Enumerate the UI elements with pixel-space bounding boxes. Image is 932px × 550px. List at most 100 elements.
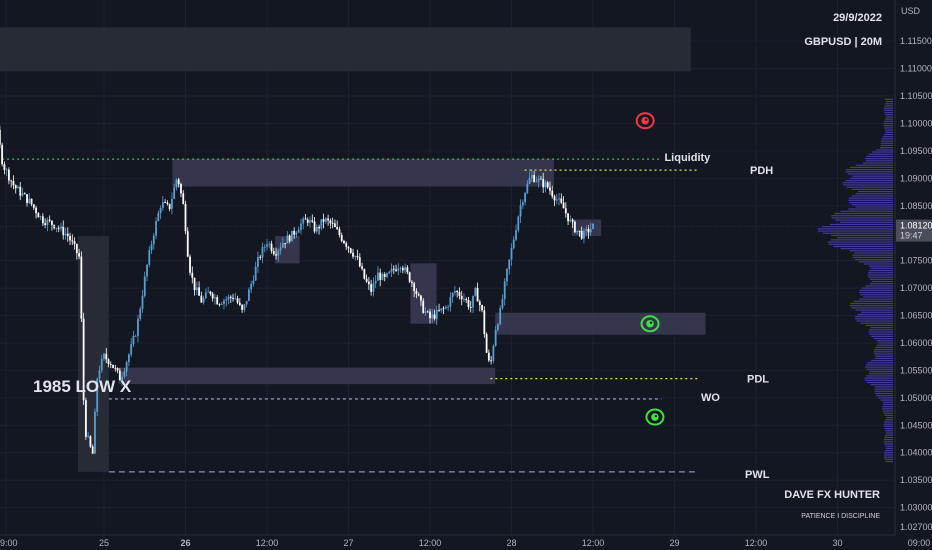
volume-profile-bar — [857, 190, 893, 193]
volume-profile-bar — [851, 307, 893, 309]
candle-down — [365, 278, 368, 282]
candle-up — [506, 268, 508, 282]
candle-down — [361, 266, 363, 269]
volume-profile-bar — [883, 454, 893, 456]
candle-up — [143, 276, 146, 296]
pdh-zone — [172, 159, 554, 187]
candle-up — [175, 179, 178, 188]
candle-down — [118, 370, 121, 381]
candle-up — [535, 181, 538, 183]
volume-profile-bar — [885, 131, 893, 133]
volume-profile-bar — [865, 158, 893, 160]
volume-profile-bar — [882, 408, 893, 410]
candle-up — [297, 229, 300, 233]
price-tick-label: 1.10500 — [900, 91, 932, 101]
volume-profile-bar — [843, 184, 893, 186]
volume-profile-bar — [885, 103, 893, 105]
volume-profile-bar — [822, 232, 893, 234]
candle-down — [458, 292, 461, 296]
candle-down — [580, 231, 583, 239]
volume-profile-bar — [817, 228, 893, 230]
candle-up — [524, 192, 526, 203]
candle-down — [69, 236, 71, 241]
price-tick-label: 1.04000 — [900, 448, 932, 458]
candle-up — [94, 411, 96, 454]
volume-profile-bar — [884, 414, 893, 417]
chart-grid — [0, 0, 920, 536]
volume-profile-bar — [868, 329, 893, 331]
volume-profile-bar — [885, 98, 893, 100]
volume-profile-bar — [881, 138, 893, 140]
candle-down — [481, 305, 483, 311]
candle-up — [585, 229, 588, 231]
volume-profile-bar — [829, 223, 893, 226]
volume-profile-bar — [855, 206, 893, 208]
volume-profile — [817, 98, 893, 463]
candle-down — [564, 208, 567, 214]
time-axis-bg[interactable] — [0, 535, 932, 550]
volume-profile-bar — [861, 311, 893, 313]
candle-down — [306, 219, 309, 223]
pdl-label: PDL — [747, 374, 769, 386]
volume-profile-bar — [865, 366, 893, 368]
candle-down — [12, 180, 15, 186]
candle-up — [517, 216, 520, 231]
candle-up — [123, 371, 126, 377]
candle-up — [388, 271, 391, 274]
candle-down — [57, 227, 60, 229]
liquidity-label: Liquidity — [664, 152, 711, 164]
candle-down — [272, 251, 275, 255]
volume-profile-bar — [883, 401, 893, 403]
volume-profile-bar — [871, 280, 893, 283]
volume-profile-bar — [863, 263, 893, 265]
volume-profile-bar — [866, 155, 893, 158]
price-tick-label: 1.07500 — [900, 256, 932, 266]
candle-up — [281, 242, 284, 248]
candle-up — [315, 226, 318, 232]
candle-up — [515, 230, 517, 240]
volume-profile-bar — [884, 436, 893, 438]
volume-profile-bar — [845, 171, 893, 173]
candle-down — [483, 310, 486, 335]
volume-profile-bar — [858, 291, 893, 294]
volume-profile-bar — [827, 241, 893, 243]
candle-up — [254, 266, 257, 281]
volume-profile-bar — [850, 177, 893, 179]
volume-profile-bar — [855, 164, 893, 166]
candle-up — [537, 178, 540, 182]
volume-profile-bar — [831, 239, 893, 241]
candle-down — [571, 219, 574, 222]
volume-profile-bar — [876, 340, 893, 342]
candle-up — [404, 267, 406, 271]
candle-down — [216, 297, 219, 305]
volume-profile-bar — [873, 338, 893, 340]
marker-layer — [635, 112, 665, 426]
eye-icon-pupil — [651, 413, 659, 421]
price-tick-label: 1.09000 — [900, 173, 932, 183]
candle-up — [472, 295, 474, 308]
volume-profile-bar — [874, 353, 893, 355]
candle-down — [84, 400, 87, 437]
candle-up — [155, 221, 157, 236]
candle-down — [438, 309, 440, 311]
volume-profile-bar — [858, 261, 893, 263]
volume-profile-bar — [856, 320, 893, 322]
candle-up — [474, 287, 477, 296]
volume-profile-bar — [840, 210, 893, 212]
volume-profile-bar — [884, 458, 893, 460]
volume-profile-bar — [882, 406, 893, 408]
candle-up — [17, 186, 19, 189]
price-axis-bg[interactable] — [895, 0, 932, 535]
volume-profile-bar — [875, 346, 893, 348]
candle-up — [220, 303, 223, 305]
candle-down — [345, 243, 348, 247]
candle-up — [159, 208, 162, 214]
volume-profile-bar — [868, 269, 893, 272]
time-tick-label: 27 — [343, 538, 353, 548]
candle-up — [227, 296, 230, 300]
time-tick-label: 28 — [506, 538, 516, 548]
candle-up — [431, 314, 434, 319]
candle-up — [324, 218, 327, 222]
current-price-value: 1.08120 — [900, 221, 932, 231]
